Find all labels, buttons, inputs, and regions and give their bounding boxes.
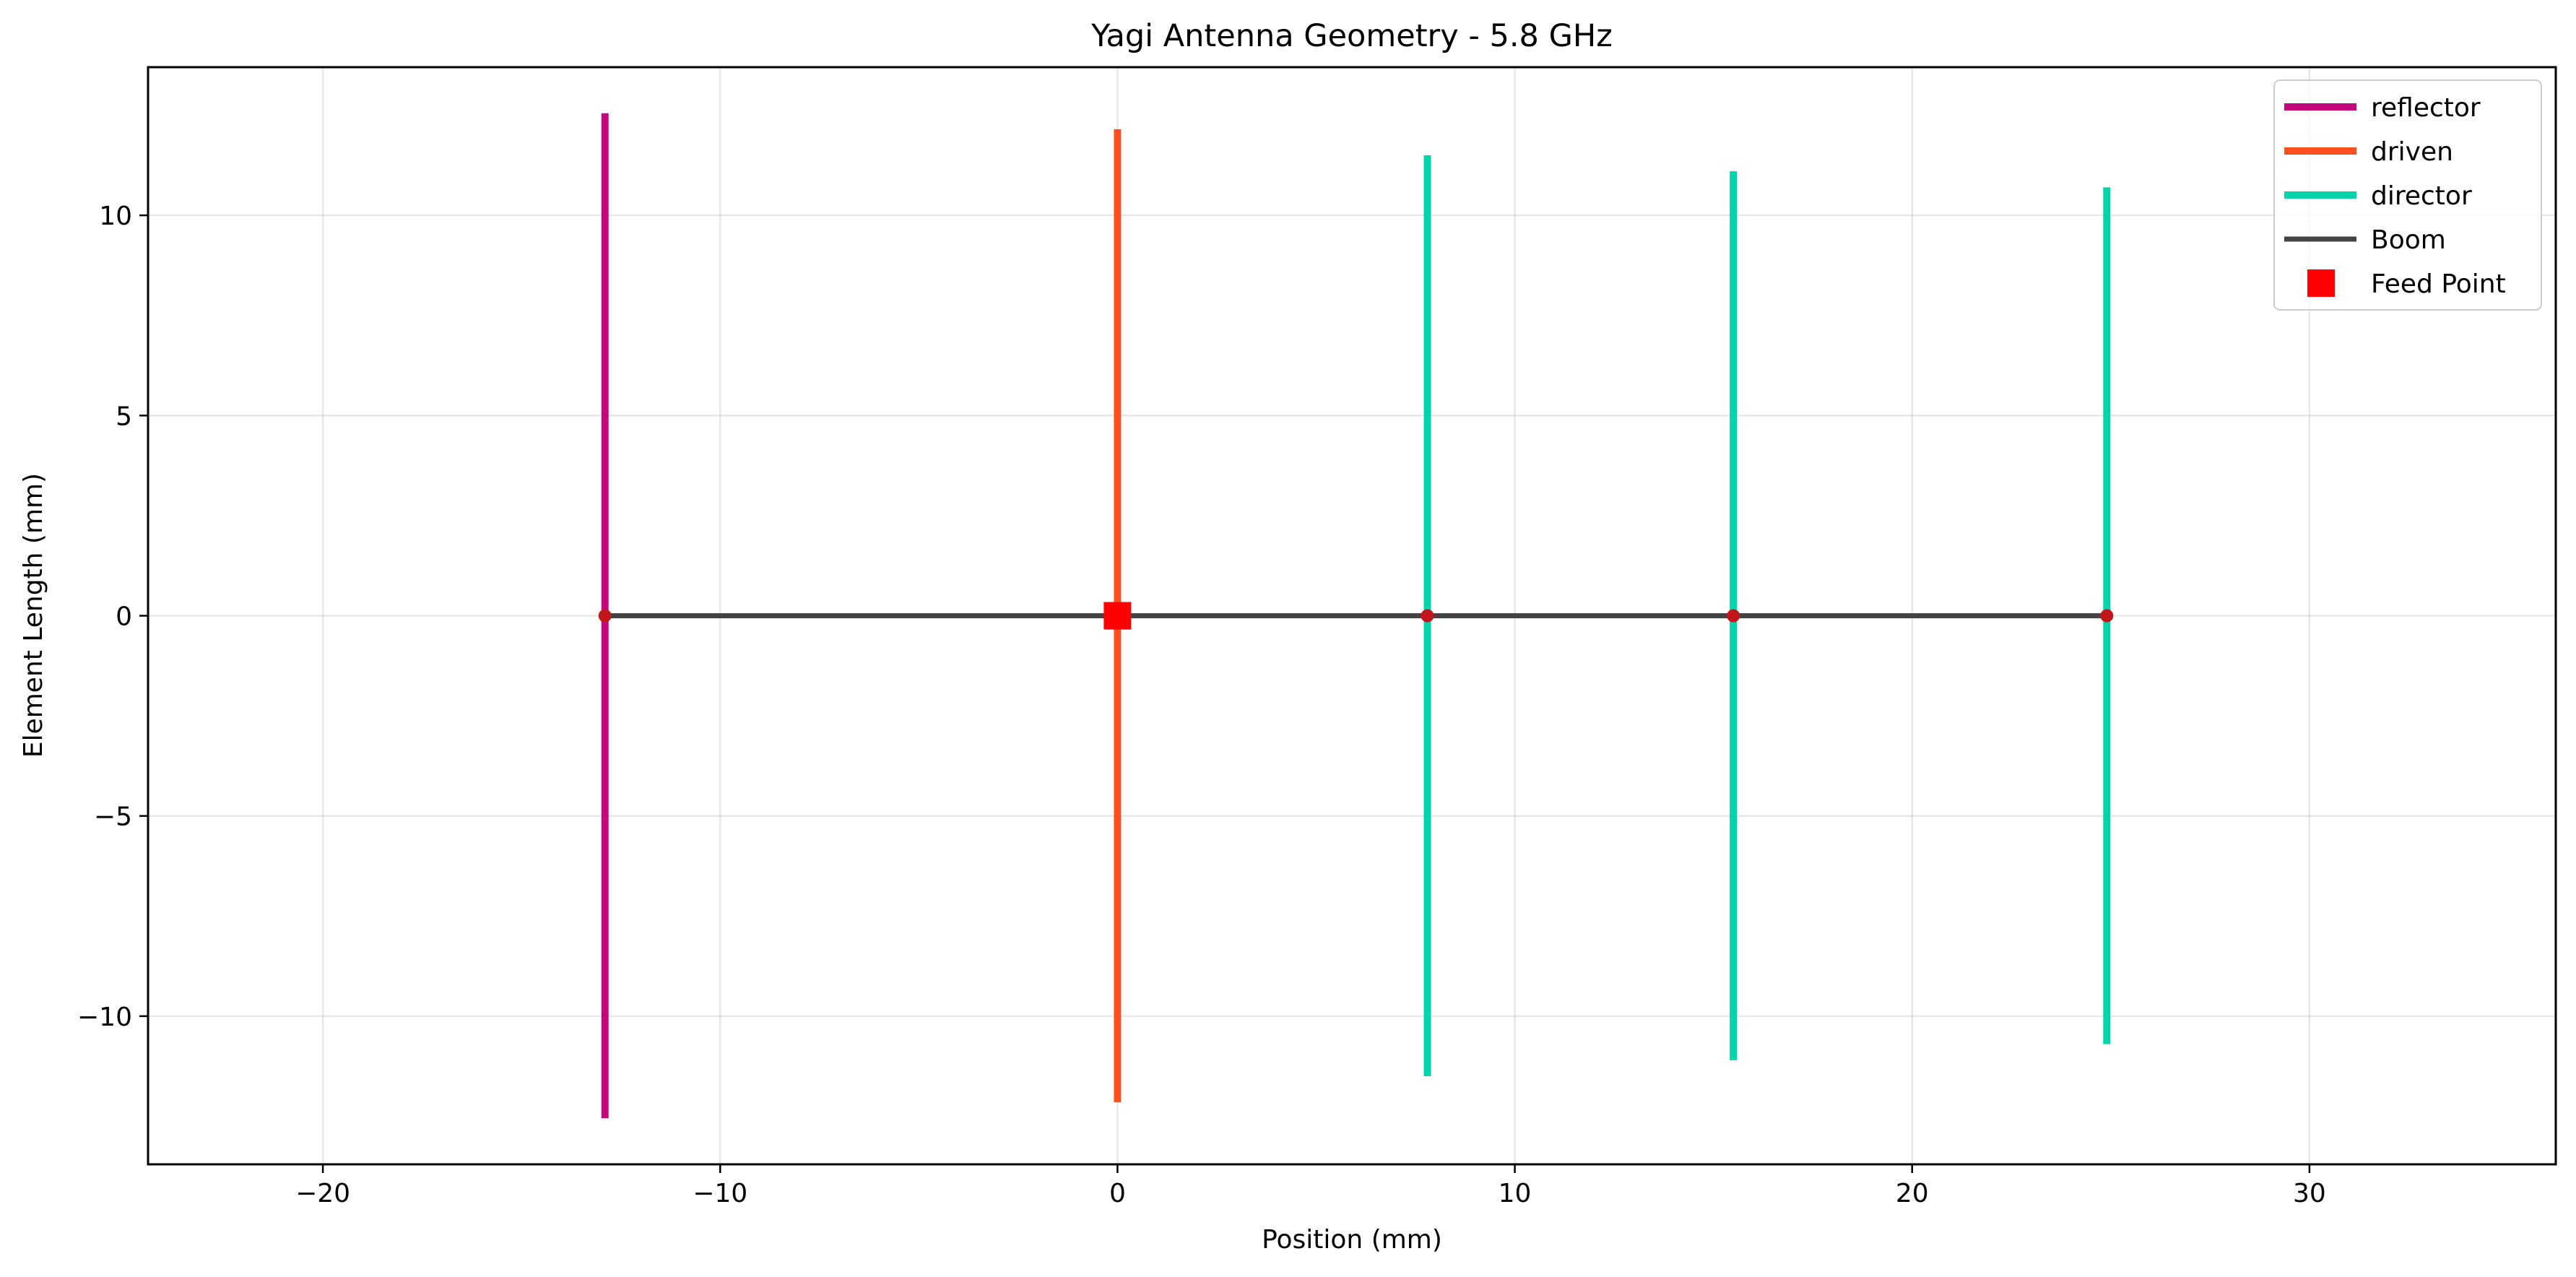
element-junction-point	[2100, 609, 2114, 623]
y-tick-label: −10	[77, 1003, 132, 1032]
element-junction-point	[1421, 609, 1434, 623]
x-tick-label: 30	[2293, 1179, 2326, 1208]
x-tick-label: −20	[295, 1179, 350, 1208]
x-axis-label: Position (mm)	[1262, 1225, 1442, 1255]
x-tick-label: −10	[693, 1179, 747, 1208]
legend-label: director	[2371, 181, 2472, 211]
x-tick-label: 10	[1499, 1179, 1532, 1208]
legend-label: Boom	[2371, 225, 2446, 255]
plot-data	[598, 113, 2114, 1119]
y-tick-label: 0	[116, 602, 132, 632]
x-tick-label: 0	[1109, 1179, 1126, 1208]
legend-swatch	[2307, 269, 2335, 297]
legend-box	[2273, 79, 2542, 311]
x-tick-label: 20	[1896, 1179, 1929, 1208]
element-junction-point	[1727, 609, 1740, 623]
feed-point-marker	[1103, 602, 1132, 630]
element-junction-point	[598, 609, 612, 623]
y-axis-label: Element Length (mm)	[19, 473, 48, 758]
y-tick-label: 10	[99, 202, 132, 231]
legend-label: driven	[2371, 137, 2453, 167]
legend-label: Feed Point	[2371, 269, 2506, 299]
legend-label: reflector	[2371, 93, 2481, 123]
axis-ticks: −20 −10 0 10 20 30 −10 −5 0 5 10	[77, 202, 2326, 1208]
y-tick-label: −5	[94, 802, 132, 832]
y-tick-label: 5	[116, 402, 132, 431]
legend: reflector driven director Boom Feed Point	[2273, 79, 2542, 311]
chart-title: Yagi Antenna Geometry - 5.8 GHz	[1090, 18, 1613, 54]
